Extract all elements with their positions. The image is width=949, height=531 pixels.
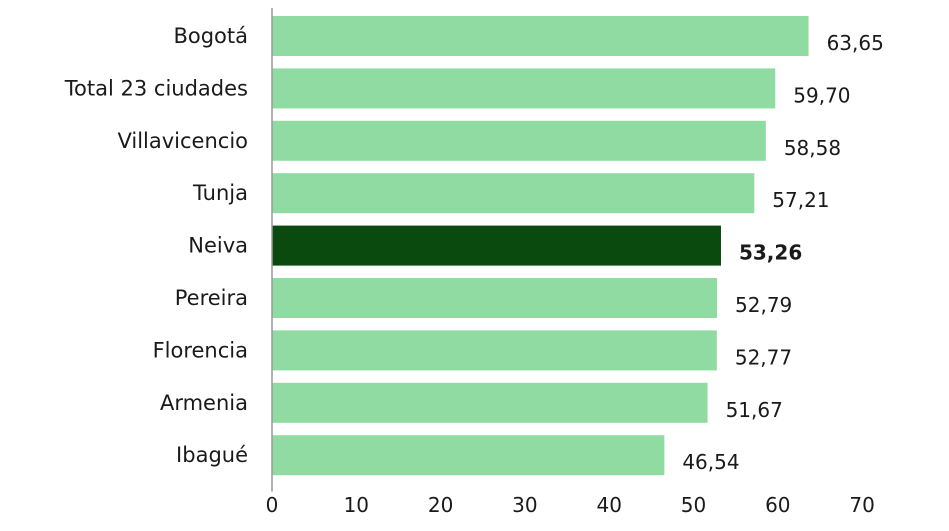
category-labels: Bogotá Total 23 ciudades Villavicencio Tunj… xyxy=(64,24,248,467)
value-label: 52,77 xyxy=(735,345,792,369)
x-tick-labels: 0 10 20 30 40 50 60 70 xyxy=(266,493,875,517)
bar-0 xyxy=(272,16,809,56)
bar-1 xyxy=(272,68,776,109)
category-label: Armenia xyxy=(160,391,248,415)
value-label: 51,67 xyxy=(726,398,783,422)
value-label: 46,54 xyxy=(682,450,739,474)
category-label: Villavicencio xyxy=(117,129,248,153)
bar-3 xyxy=(272,173,755,214)
category-label: Total 23 ciudades xyxy=(64,76,248,100)
category-label: Bogotá xyxy=(173,24,248,48)
x-tick-label: 0 xyxy=(266,493,279,517)
x-tick-label: 20 xyxy=(428,493,453,517)
value-labels: 63,65 59,70 58,58 57,21 53,26 52,79 52,77 51,67… xyxy=(682,31,884,474)
bar-5 xyxy=(272,278,718,318)
x-tick-label: 10 xyxy=(344,493,369,517)
x-tick-label: 50 xyxy=(681,493,706,517)
x-tick-label: 70 xyxy=(849,493,874,517)
value-label: 57,21 xyxy=(772,188,829,212)
category-label: Florencia xyxy=(153,338,248,362)
bars-group xyxy=(272,16,809,476)
value-label: 58,58 xyxy=(784,136,841,160)
x-tick-label: 60 xyxy=(765,493,790,517)
x-tick-label: 30 xyxy=(512,493,537,517)
bar-4 xyxy=(272,225,721,266)
bar-8 xyxy=(272,435,665,476)
bar-6 xyxy=(272,330,717,371)
value-label: 63,65 xyxy=(827,31,884,55)
value-label: 59,70 xyxy=(793,83,850,107)
category-label: Tunja xyxy=(192,181,248,205)
category-label: Ibagué xyxy=(176,443,248,467)
value-label: 53,26 xyxy=(739,241,802,265)
bar-2 xyxy=(272,120,766,161)
category-label: Pereira xyxy=(175,286,248,310)
value-label: 52,79 xyxy=(735,293,792,317)
x-tick-label: 40 xyxy=(596,493,621,517)
bar-7 xyxy=(272,382,708,423)
category-label: Neiva xyxy=(188,234,248,258)
